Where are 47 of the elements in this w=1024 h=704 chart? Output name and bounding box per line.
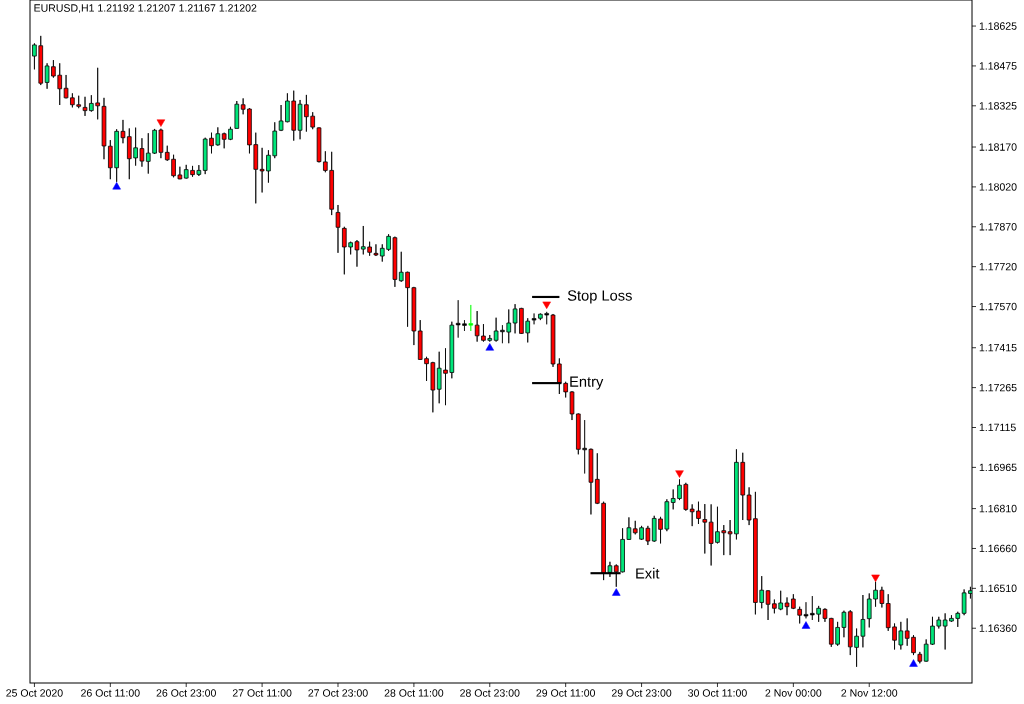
y-tick-label: 1.16660 [979,544,1017,553]
x-tick-label: 26 Oct 11:00 [81,689,140,697]
candlestick [468,304,474,332]
point [801,621,811,629]
point [612,588,621,596]
y-tick-label: 1.16510 [979,584,1017,593]
x-tick-label: 25 Oct 2020 [6,689,63,697]
x-tick-label: 30 Oct 11:00 [688,689,747,697]
candlestick [234,100,240,130]
chart-title: EURUSD,H1 1.21192 1.21207 1.21167 1.21202 [34,4,257,13]
y-tick-label: 1.18475 [979,62,1017,70]
y-tick-label: 1.17415 [979,344,1017,352]
y-tick-label: 1.17115 [979,423,1016,432]
x-tick-label: 29 Oct 11:00 [536,689,596,697]
candlestick [373,243,379,257]
ref-line-label: Entry [570,376,604,390]
x-tick-label: 26 Oct 23:00 [156,689,216,697]
y-tick-label: 1.16810 [979,504,1017,513]
y-tick-label: 1.17870 [979,223,1017,231]
y-tick-label: 1.18020 [979,183,1017,191]
point [156,119,166,127]
x-tick-label: 2 Nov 12:00 [841,689,898,697]
y-tick-label: 1.17720 [979,262,1017,271]
x-tick-label: 28 Oct 23:00 [460,689,520,697]
point [485,343,494,351]
x-tick-label: 27 Oct 23:00 [308,689,368,697]
point [112,182,121,190]
y-tick-label: 1.18625 [979,22,1017,30]
y-tick-label: 1.18170 [979,143,1017,151]
y-tick-label: 1.16965 [979,463,1017,472]
candlestick [702,503,708,554]
y-tick-label: 1.17265 [979,383,1017,392]
y-tick-label: 1.16360 [979,624,1017,632]
point [542,301,551,309]
ref-line-label: Exit [636,567,660,579]
candlestick [335,204,341,254]
point [871,574,880,582]
point [675,470,684,478]
x-tick-label: 27 Oct 11:00 [232,689,292,697]
x-tick-label: 2 Nov 00:00 [765,689,822,697]
y-tick-label: 1.18325 [979,102,1017,110]
y-tick-label: 1.17570 [979,302,1017,311]
x-tick-label: 29 Oct 23:00 [611,689,672,697]
candlestick [917,651,923,664]
ref-line-label: Stop Loss [567,290,632,304]
point [909,659,918,667]
x-tick-label: 28 Oct 11:00 [384,689,444,697]
